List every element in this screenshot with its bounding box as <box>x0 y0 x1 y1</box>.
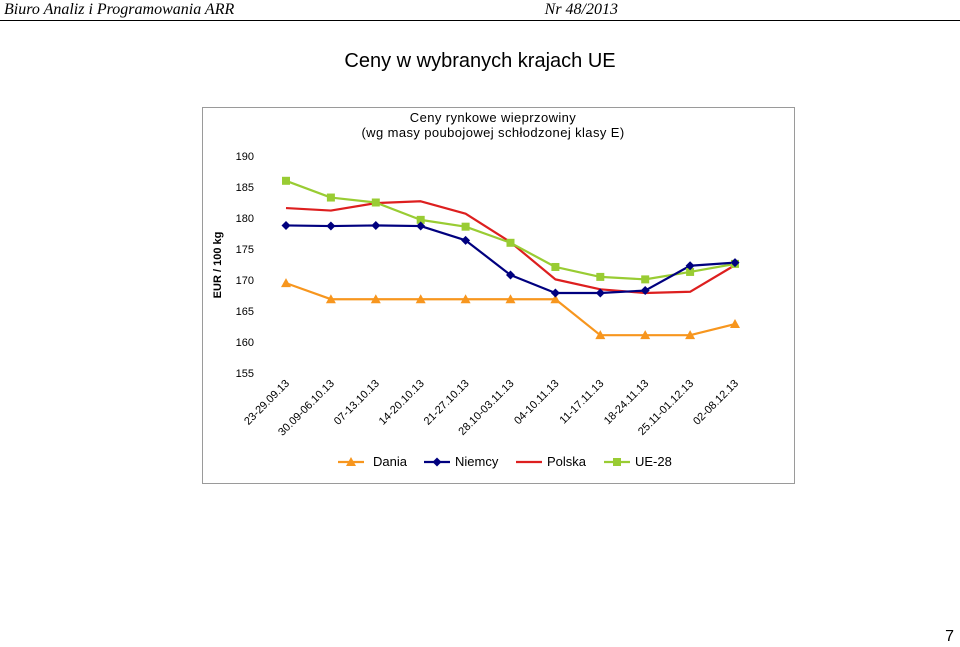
point-niemcy-02-08-12-13 <box>730 258 740 268</box>
chart-title-line-2: (wg masy poubojowej schłodzonej klasy E) <box>361 125 624 140</box>
legend-marker-niemcy <box>432 457 442 467</box>
series-line-niemcy <box>285 224 736 295</box>
point-dania-23-29-09-13 <box>281 278 291 288</box>
legend-label-polska: Polska <box>547 454 587 469</box>
point-ue-28-18-24-11-13 <box>641 275 650 284</box>
point-ue-28-04-10-11-13 <box>551 262 560 271</box>
point-ue-28-30-09-06-10-13 <box>326 193 335 202</box>
series-line-dania <box>285 282 736 337</box>
point-niemcy-21-27-10-13 <box>461 235 471 245</box>
point-dania-04-10-11-13 <box>550 294 561 304</box>
point-ue-28-25-11-01-12-13 <box>686 267 695 276</box>
point-ue-28-21-27-10-13 <box>461 222 470 231</box>
point-niemcy-23-29-09-13 <box>281 220 291 230</box>
y-axis-ticks: 155 160 165 170 175 180 185 190 <box>236 151 254 380</box>
point-ue-28-11-17-11-13 <box>596 272 605 281</box>
point-ue-28-28-10-03-11-13 <box>506 238 515 247</box>
legend-label-ue-28: UE-28 <box>635 454 672 469</box>
point-niemcy-25-11-01-12-13 <box>685 261 695 271</box>
point-dania-18-24-11-13 <box>640 330 651 340</box>
legend-label-dania: Dania <box>373 454 408 469</box>
point-niemcy-07-13-10-13 <box>371 220 381 230</box>
point-dania-14-20-10-13 <box>415 294 426 304</box>
point-niemcy-14-20-10-13 <box>416 221 426 231</box>
legend-marker-ue-28 <box>613 458 621 466</box>
point-niemcy-30-09-06-10-13 <box>326 221 336 231</box>
y-tick-label-185: 185 <box>236 182 254 194</box>
x-tick-label-11-17-11-13: 11-17.11.13 <box>558 378 607 427</box>
x-tick-label-18-24-11-13: 18-24.11.13 <box>602 378 651 427</box>
legend-label-niemcy: Niemcy <box>455 454 499 469</box>
point-ue-28-14-20-10-13 <box>416 215 425 224</box>
page-number: 7 <box>945 628 954 645</box>
series-markers <box>281 176 740 340</box>
point-niemcy-18-24-11-13 <box>640 286 650 296</box>
header-divider <box>0 20 960 21</box>
line-chart: Ceny rynkowe wieprzowiny (wg masy pouboj… <box>212 110 741 469</box>
x-tick-label-14-20-10-13: 14-20.10.13 <box>377 378 427 428</box>
point-niemcy-28-10-03-11-13 <box>506 270 515 280</box>
x-tick-label-02-08-12-13: 02-08.12.13 <box>691 378 741 428</box>
y-axis-label: EUR / 100 kg <box>212 232 224 299</box>
y-tick-label-190: 190 <box>236 151 254 163</box>
point-niemcy-04-10-11-13 <box>550 288 560 298</box>
point-dania-07-13-10-13 <box>370 294 381 304</box>
page-title: Ceny w wybranych krajach UE <box>344 50 616 72</box>
y-tick-label-160: 160 <box>236 337 254 349</box>
x-tick-label-23-29-09-13: 23-29.09.13 <box>242 378 292 428</box>
point-dania-30-09-06-10-13 <box>325 294 336 304</box>
header-publisher: Biuro Analiz i Programowania ARR <box>4 1 235 18</box>
point-ue-28-07-13-10-13 <box>371 198 380 207</box>
x-tick-label-07-13-10-13: 07-13.10.13 <box>332 378 382 428</box>
x-axis-ticks: 23-29.09.1330.09-06.10.1307-13.10.1314-2… <box>242 378 741 439</box>
point-niemcy-11-17-11-13 <box>595 288 605 298</box>
point-dania-11-17-11-13 <box>595 330 606 340</box>
legend: Dania Niemcy Polska UE-28 <box>338 454 672 469</box>
y-tick-label-175: 175 <box>236 244 254 256</box>
x-tick-label-21-27-10-13: 21-27.10.13 <box>422 378 472 428</box>
point-dania-28-10-03-11-13 <box>505 294 516 304</box>
legend-marker-dania <box>346 457 356 466</box>
series-lines <box>285 179 736 337</box>
point-ue-28-23-29-09-13 <box>282 176 290 185</box>
y-tick-label-170: 170 <box>236 275 254 287</box>
header-issue-number: Nr 48/2013 <box>544 1 618 18</box>
chart-title-line-1: Ceny rynkowe wieprzowiny <box>410 110 576 125</box>
y-tick-label-180: 180 <box>236 213 254 225</box>
point-dania-02-08-12-13 <box>730 319 740 329</box>
x-tick-label-04-10-11-13: 04-10.11.13 <box>512 378 561 427</box>
chart-frame: Ceny rynkowe wieprzowiny (wg masy pouboj… <box>202 107 795 484</box>
point-dania-25-11-01-12-13 <box>685 330 696 340</box>
y-tick-label-155: 155 <box>236 368 254 380</box>
point-dania-21-27-10-13 <box>460 294 471 304</box>
series-line-ue-28 <box>285 179 736 281</box>
y-tick-label-165: 165 <box>236 306 254 318</box>
